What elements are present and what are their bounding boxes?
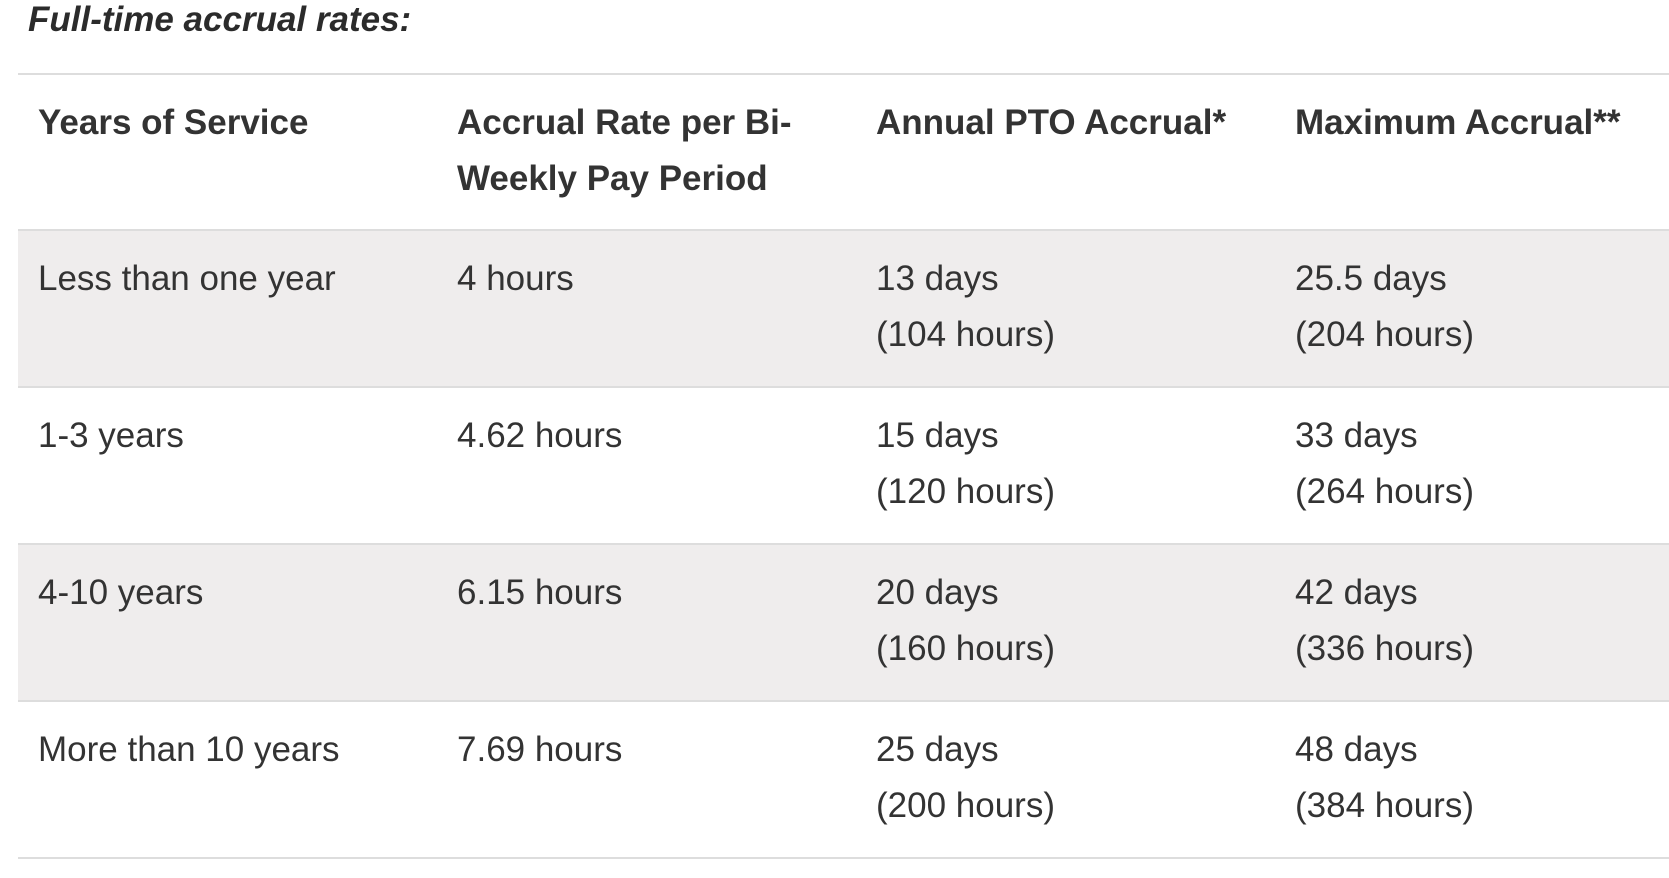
cell-text: 7.69 hours	[457, 730, 623, 769]
table-cell: 15 days (120 hours)	[876, 408, 1246, 520]
cell-text: Less than one year	[38, 259, 336, 298]
cell-text: 4.62 hours	[457, 416, 623, 455]
accrual-table: Years of Service Accrual Rate per Bi-Week…	[18, 73, 1669, 859]
table-cell: 42 days (336 hours)	[1295, 565, 1665, 677]
cell-text: More than 10 years	[38, 730, 340, 769]
cell-text: (264 hours)	[1295, 472, 1474, 511]
header-cell: Annual PTO Accrual*	[876, 103, 1227, 142]
cell-text: 25.5 days	[1295, 259, 1447, 298]
cell-text: (336 hours)	[1295, 629, 1474, 668]
header-cell: Maximum Accrual**	[1295, 103, 1621, 142]
table-row: 1-3 years 4.62 hours 15 days (120 hours) 33 …	[18, 388, 1669, 545]
table-cell: 4 hours	[457, 251, 827, 307]
cell-text: 42 days	[1295, 573, 1418, 612]
cell-text: (104 hours)	[876, 315, 1055, 354]
cell-text: 33 days	[1295, 416, 1418, 455]
cell-text: (120 hours)	[876, 472, 1055, 511]
table-cell: 4.62 hours	[457, 408, 827, 464]
table-cell: 25 days (200 hours)	[876, 722, 1246, 834]
table-cell: Less than one year	[38, 251, 408, 307]
table-cell: 7.69 hours	[457, 722, 827, 778]
table-cell: More than 10 years	[38, 722, 408, 778]
cell-text: (204 hours)	[1295, 315, 1474, 354]
table-cell: 33 days (264 hours)	[1295, 408, 1665, 520]
cell-text: 20 days	[876, 573, 999, 612]
cell-text: (384 hours)	[1295, 786, 1474, 825]
cell-text: 4-10 years	[38, 573, 204, 612]
header-cell: Accrual Rate per Bi-Weekly Pay Period	[457, 103, 792, 198]
table-row: Less than one year 4 hours 13 days (104 hou…	[18, 231, 1669, 388]
section-title: Full-time accrual rates:	[28, 0, 412, 39]
cell-text: 6.15 hours	[457, 573, 623, 612]
table-cell: 1-3 years	[38, 408, 408, 464]
header-cell: Years of Service	[38, 103, 309, 142]
header-row: Years of Service Accrual Rate per Bi-Week…	[18, 75, 1669, 231]
cell-text: 25 days	[876, 730, 999, 769]
cell-text: 1-3 years	[38, 416, 184, 455]
table-cell: 4-10 years	[38, 565, 408, 621]
table-cell: 48 days (384 hours)	[1295, 722, 1665, 834]
table-row: More than 10 years 7.69 hours 25 days (200 …	[18, 702, 1669, 859]
table-cell: 6.15 hours	[457, 565, 827, 621]
cell-text: 48 days	[1295, 730, 1418, 769]
cell-text: (200 hours)	[876, 786, 1055, 825]
table-row: 4-10 years 6.15 hours 20 days (160 hours) 42…	[18, 545, 1669, 702]
table-cell: 20 days (160 hours)	[876, 565, 1246, 677]
cell-text: 4 hours	[457, 259, 574, 298]
cell-text: 15 days	[876, 416, 999, 455]
cell-text: (160 hours)	[876, 629, 1055, 668]
cell-text: 13 days	[876, 259, 999, 298]
table-cell: 25.5 days (204 hours)	[1295, 251, 1665, 363]
table-cell: 13 days (104 hours)	[876, 251, 1246, 363]
